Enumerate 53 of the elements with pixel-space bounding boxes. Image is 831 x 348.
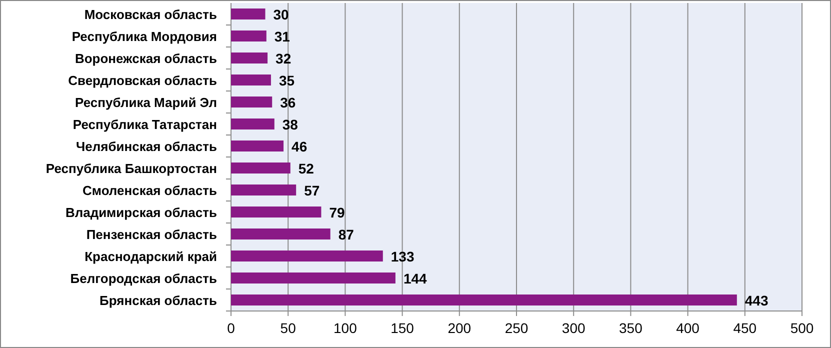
bar bbox=[231, 52, 268, 64]
bar bbox=[231, 140, 284, 152]
y-tick-label: Республика Башкортостан bbox=[46, 160, 217, 176]
bar bbox=[231, 294, 737, 306]
x-tick-label: 200 bbox=[448, 320, 472, 336]
x-tick-label: 350 bbox=[619, 320, 643, 336]
bar bbox=[231, 162, 290, 174]
y-tick-label: Республика Мордовия bbox=[72, 28, 217, 44]
data-label: 46 bbox=[292, 138, 308, 154]
y-tick-label: Московская область bbox=[84, 6, 217, 22]
x-tick-label: 250 bbox=[504, 320, 528, 336]
y-tick-label: Республика Марий Эл bbox=[75, 94, 217, 110]
y-tick-label: Свердловская область bbox=[68, 72, 218, 88]
x-tick-label: 150 bbox=[390, 320, 414, 336]
y-tick-label: Республика Татарстан bbox=[72, 116, 217, 132]
x-tick-label: 300 bbox=[562, 320, 586, 336]
data-label: 31 bbox=[274, 28, 290, 44]
data-label: 30 bbox=[273, 6, 290, 22]
bar bbox=[231, 272, 396, 284]
data-label: 32 bbox=[276, 50, 292, 66]
y-tick-label: Пензенская область bbox=[86, 226, 218, 242]
x-tick-label: 100 bbox=[334, 320, 358, 336]
data-label: 87 bbox=[338, 226, 354, 242]
bar bbox=[231, 30, 266, 42]
data-label: 35 bbox=[278, 72, 295, 88]
x-tick-label: 50 bbox=[280, 320, 296, 336]
bar bbox=[231, 206, 322, 218]
y-tick-label: Белгородская область bbox=[70, 270, 217, 286]
bar bbox=[231, 118, 274, 130]
y-tick-label: Воронежская область bbox=[74, 50, 217, 66]
y-tick-label: Смоленская область bbox=[82, 182, 217, 198]
bar bbox=[231, 74, 271, 86]
bar bbox=[231, 8, 266, 20]
data-label: 133 bbox=[390, 248, 414, 264]
x-tick-label: 450 bbox=[733, 320, 757, 336]
x-tick-label: 0 bbox=[227, 320, 236, 336]
x-tick-label: 500 bbox=[790, 320, 814, 336]
y-tick-label: Брянская область bbox=[100, 292, 217, 308]
bar bbox=[231, 228, 330, 240]
x-tick-label: 400 bbox=[676, 320, 700, 336]
y-tick-label: Владимирская область bbox=[65, 204, 217, 220]
y-tick-label: Краснодарский край bbox=[84, 248, 217, 264]
data-label: 36 bbox=[280, 94, 296, 110]
bar bbox=[231, 250, 383, 262]
data-label: 57 bbox=[304, 182, 320, 198]
data-label: 144 bbox=[403, 270, 428, 286]
data-label: 443 bbox=[744, 292, 768, 308]
data-label: 79 bbox=[329, 204, 346, 220]
bar bbox=[231, 184, 296, 196]
data-label: 52 bbox=[298, 160, 314, 176]
y-tick-label: Челябинская область bbox=[76, 138, 218, 154]
bar bbox=[231, 96, 272, 108]
data-label: 38 bbox=[282, 116, 298, 132]
